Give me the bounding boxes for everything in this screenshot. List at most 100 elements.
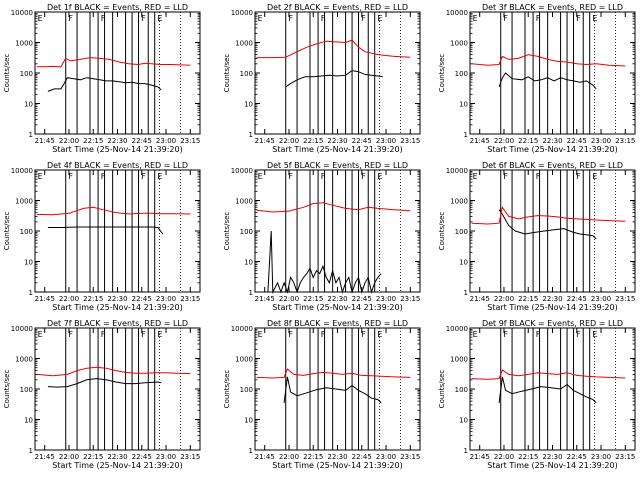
y-tick-label: 10 bbox=[24, 417, 33, 425]
y-tick-label: 10 bbox=[24, 101, 33, 109]
plot-frame bbox=[34, 11, 201, 135]
x-tick-label: 22:15 bbox=[83, 137, 103, 145]
events-series-line bbox=[47, 378, 162, 388]
marker-label: F bbox=[288, 14, 293, 23]
marker-label: F bbox=[536, 330, 541, 339]
events-series-line bbox=[47, 77, 162, 92]
x-axis-label: Start Time (25-Nov-14 21:39:20) bbox=[272, 145, 402, 154]
panel-title: Det 1f BLACK = Events, RED = LLD bbox=[47, 3, 188, 12]
panel-det-3f: Det 3f BLACK = Events, RED = LLD Counts/s… bbox=[438, 3, 636, 154]
marker-label: F bbox=[141, 330, 146, 339]
y-tick-label: 100 bbox=[20, 228, 33, 236]
lld-series-line bbox=[36, 206, 191, 216]
x-tick-label: 23:15 bbox=[400, 295, 420, 303]
x-tick-label: 22:00 bbox=[279, 295, 299, 303]
marker-label: E bbox=[38, 172, 43, 181]
events-series-line bbox=[285, 70, 383, 88]
y-tick-label: 100 bbox=[455, 70, 468, 78]
y-tick-label: 100 bbox=[240, 228, 253, 236]
panel-title: Det 3f BLACK = Events, RED = LLD bbox=[482, 3, 623, 12]
x-tick-label: 22:00 bbox=[279, 453, 299, 461]
y-axis-label: Counts/sec bbox=[3, 370, 11, 409]
x-tick-label: 22:45 bbox=[132, 453, 152, 461]
marker-label: E bbox=[377, 330, 382, 339]
x-tick-label: 22:30 bbox=[107, 137, 127, 145]
marker-label: E bbox=[38, 330, 43, 339]
marker-label: F bbox=[321, 172, 326, 181]
x-tick-label: 22:30 bbox=[107, 295, 127, 303]
marker-label: E bbox=[157, 330, 162, 339]
marker-label: E bbox=[592, 14, 597, 23]
x-tick-label: 21:45 bbox=[470, 137, 490, 145]
lld-series-line bbox=[36, 366, 191, 377]
x-tick-label: 22:45 bbox=[132, 295, 152, 303]
x-tick-label: 22:45 bbox=[352, 453, 372, 461]
y-tick-label: 100 bbox=[20, 386, 33, 394]
x-axis-label: Start Time (25-Nov-14 21:39:20) bbox=[272, 461, 402, 470]
marker-label: F bbox=[68, 172, 73, 181]
y-tick-label: 10000 bbox=[446, 9, 468, 17]
x-tick-label: 23:15 bbox=[615, 137, 635, 145]
marker-label: F bbox=[321, 330, 326, 339]
y-tick-label: 100 bbox=[455, 386, 468, 394]
plot-frame bbox=[34, 327, 201, 451]
panel-title: Det 5f BLACK = Events, RED = LLD bbox=[267, 161, 408, 170]
y-axis-label: Counts/sec bbox=[3, 212, 11, 251]
marker-label: E bbox=[592, 330, 597, 339]
y-tick-label: 1000 bbox=[450, 198, 468, 206]
panel-det-4f: Det 4f BLACK = Events, RED = LLD Counts/s… bbox=[3, 161, 201, 312]
marker-label: F bbox=[101, 330, 106, 339]
x-tick-label: 22:15 bbox=[518, 453, 538, 461]
lld-series-line bbox=[36, 57, 191, 68]
x-tick-label: 22:15 bbox=[518, 137, 538, 145]
x-tick-label: 22:15 bbox=[303, 453, 323, 461]
x-tick-label: 21:45 bbox=[255, 137, 275, 145]
events-series-line bbox=[267, 230, 382, 294]
panel-det-9f: Det 9f BLACK = Events, RED = LLD Counts/s… bbox=[438, 319, 636, 470]
plot-frame bbox=[254, 11, 421, 135]
y-tick-label: 10000 bbox=[446, 167, 468, 175]
x-tick-label: 22:00 bbox=[59, 295, 79, 303]
panel-title: Det 2f BLACK = Events, RED = LLD bbox=[267, 3, 408, 12]
marker-label: F bbox=[536, 14, 541, 23]
panel-det-1f: Det 1f BLACK = Events, RED = LLD Counts/s… bbox=[3, 3, 201, 154]
y-tick-label: 10 bbox=[244, 417, 253, 425]
panel-det-8f: Det 8f BLACK = Events, RED = LLD Counts/s… bbox=[223, 319, 421, 470]
lld-series-line bbox=[256, 202, 411, 213]
x-tick-label: 23:15 bbox=[615, 295, 635, 303]
plot-frame bbox=[469, 169, 636, 293]
marker-label: F bbox=[101, 172, 106, 181]
x-axis-label: Start Time (25-Nov-14 21:39:20) bbox=[52, 303, 182, 312]
y-tick-label: 1 bbox=[464, 131, 468, 139]
x-tick-label: 22:15 bbox=[303, 295, 323, 303]
x-tick-label: 23:00 bbox=[376, 295, 396, 303]
events-series-line bbox=[47, 226, 164, 235]
x-axis-label: Start Time (25-Nov-14 21:39:20) bbox=[487, 461, 617, 470]
x-tick-label: 22:30 bbox=[327, 295, 347, 303]
x-tick-label: 22:15 bbox=[303, 137, 323, 145]
x-tick-label: 22:00 bbox=[494, 137, 514, 145]
x-tick-label: 22:30 bbox=[107, 453, 127, 461]
x-tick-label: 22:45 bbox=[567, 137, 587, 145]
y-tick-label: 10000 bbox=[231, 167, 253, 175]
y-tick-label: 1000 bbox=[15, 356, 33, 364]
events-series-line bbox=[498, 72, 597, 90]
marker-label: E bbox=[592, 172, 597, 181]
marker-label: E bbox=[377, 172, 382, 181]
marker-label: F bbox=[321, 14, 326, 23]
y-tick-label: 1 bbox=[464, 447, 468, 455]
x-tick-label: 23:00 bbox=[591, 295, 611, 303]
y-tick-label: 1000 bbox=[15, 198, 33, 206]
marker-label: F bbox=[361, 330, 366, 339]
x-tick-label: 22:00 bbox=[494, 295, 514, 303]
marker-label: F bbox=[576, 330, 581, 339]
x-tick-label: 23:00 bbox=[156, 453, 176, 461]
y-tick-label: 1 bbox=[29, 289, 33, 297]
marker-label: F bbox=[361, 172, 366, 181]
panel-title: Det 7f BLACK = Events, RED = LLD bbox=[47, 319, 188, 328]
x-tick-label: 22:45 bbox=[352, 295, 372, 303]
marker-label: F bbox=[503, 330, 508, 339]
y-tick-label: 10 bbox=[24, 259, 33, 267]
marker-label: E bbox=[258, 172, 263, 181]
